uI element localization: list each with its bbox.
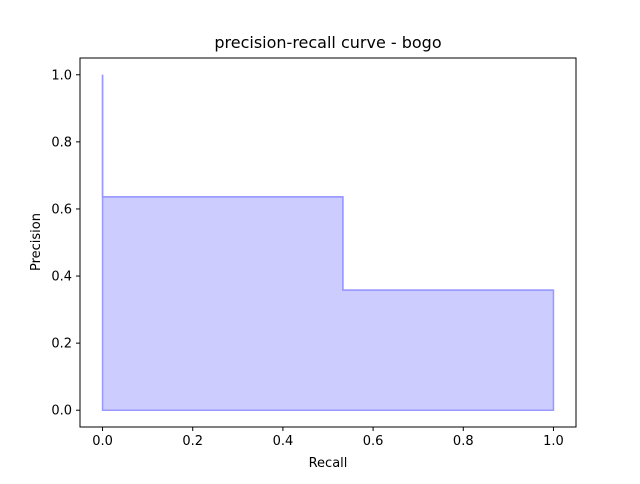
x-tick-label: 0.2 [182,434,203,449]
x-tick-label: 1.0 [543,434,564,449]
chart-title: precision-recall curve - bogo [214,33,441,52]
pr-step-line-0 [101,74,554,291]
x-axis-label: Recall [309,456,348,471]
pr-area-fill-0 [101,74,555,411]
y-tick-label: 0.2 [51,337,72,352]
x-tick-label: 0.4 [273,434,294,449]
y-tick-label: 0.4 [51,270,72,285]
y-axis-label: Precision [29,213,44,271]
y-tick-label: 1.0 [51,68,72,83]
x-tick-label: 0.0 [92,434,113,449]
y-axis-ticks: 0.0 0.2 0.4 0.6 0.8 1.0 [51,68,80,419]
x-tick-label: 0.8 [453,434,474,449]
y-tick-label: 0.0 [51,404,72,419]
plot-frame [79,57,577,428]
plot-area [101,74,555,411]
y-tick-label: 0.6 [51,202,72,217]
x-tick-label: 0.6 [363,434,384,449]
y-tick-label: 0.8 [51,135,72,150]
x-axis-ticks: 0.0 0.2 0.4 0.6 0.8 1.0 [92,427,564,449]
